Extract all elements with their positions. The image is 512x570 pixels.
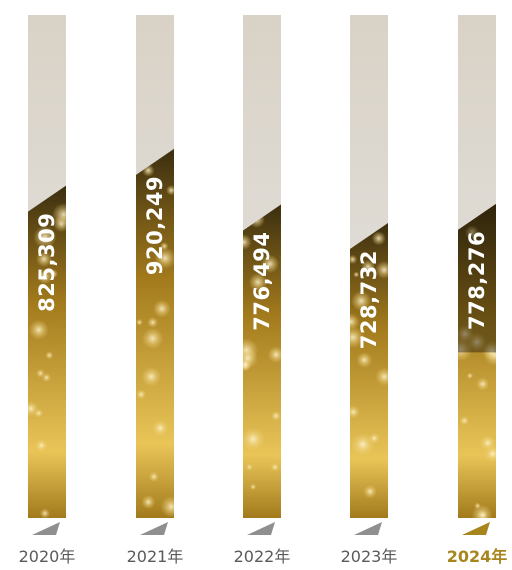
bar-2023年: 728,732 [350,15,388,518]
bar-value-label: 825,309 [35,213,59,312]
x-axis-labels: 2020年 2021年 2022年 2023年 2024年 [19,522,508,566]
bar-marker [462,522,490,535]
bar-value-label: 728,732 [357,250,381,349]
x-tick-label: 2020年 [19,547,76,566]
bar-2021年: 920,249 [136,15,174,518]
bar-2020年: 825,309 [28,15,66,519]
x-tick-label: 2022年 [234,547,291,566]
bar-fill [28,185,66,519]
bars-group: 825,309 920,249 776,494 728,732 778,276 [28,15,496,519]
bar-2022年: 776,494 [243,15,281,518]
bar-marker [354,522,382,535]
x-tick-label: 2024年 [447,547,508,566]
bar-marker [247,522,275,535]
bar-marker [140,522,168,535]
bokeh-texture [136,164,174,518]
bokeh-texture [28,202,66,519]
bar-value-label: 920,249 [143,176,167,275]
bar-value-label: 778,276 [465,231,489,330]
bar-value-label: 776,494 [250,232,274,331]
bar-2024年: 778,276 [458,15,496,518]
x-tick-label: 2023年 [341,547,398,566]
bokeh-texture [350,231,388,499]
bokeh-texture [458,225,496,518]
bokeh-texture [243,211,281,491]
x-tick-label: 2021年 [127,547,184,566]
bar-marker [32,522,60,535]
